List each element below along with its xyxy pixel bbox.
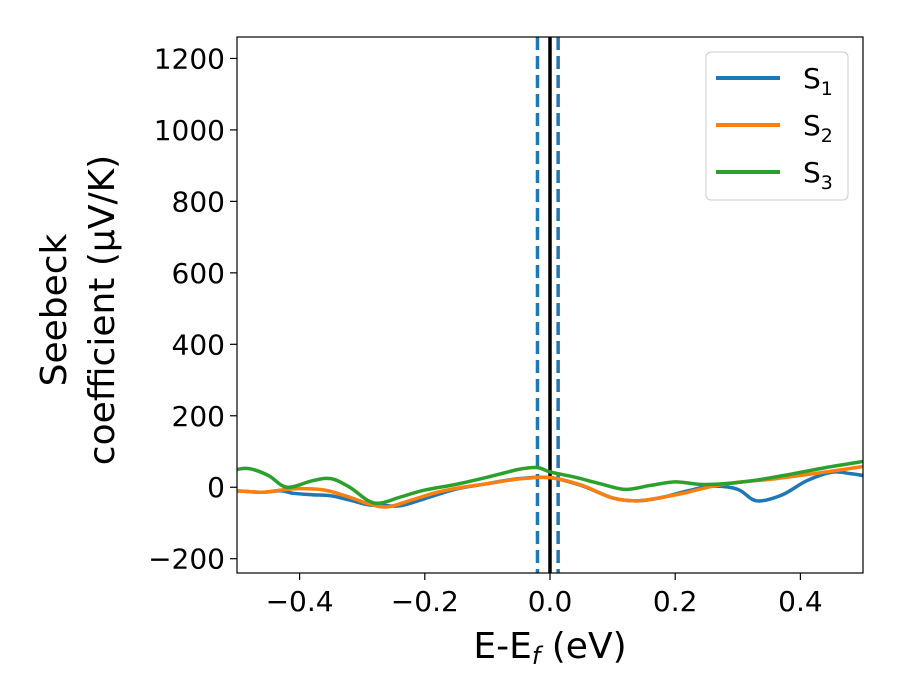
vertical-reference-lines: [535, 37, 560, 573]
y-tick-label: 0: [207, 471, 225, 504]
x-tick-label: 0.4: [778, 585, 823, 618]
y-tick-label: −200: [148, 543, 225, 576]
y-tick-label: 1200: [154, 42, 225, 75]
y-axis-label-line1: Seebeck: [34, 233, 75, 386]
y-tick-label: 400: [172, 328, 225, 361]
y-axis-label: Seebeck coefficient (μV/K): [34, 155, 123, 465]
legend: S1 S2 S3: [705, 51, 849, 201]
legend-label-s1: S1: [803, 62, 833, 100]
legend-label-s2: S2: [803, 109, 833, 147]
y-axis-ticks: −200 0 200 400 600 800 1000 1200: [148, 42, 237, 576]
x-tick-label: −0.4: [266, 585, 334, 618]
y-axis-label-line2: coefficient (μV/K): [82, 155, 123, 465]
x-tick-label: 0.2: [653, 585, 698, 618]
x-tick-label: 0.0: [528, 585, 573, 618]
x-axis-ticks: −0.4 −0.2 0.0 0.2 0.4: [266, 573, 823, 618]
y-tick-label: 600: [172, 257, 225, 290]
y-tick-label: 200: [172, 400, 225, 433]
x-tick-label: −0.2: [391, 585, 459, 618]
x-axis-label: E-Ef (eV): [473, 626, 626, 670]
y-tick-label: 800: [172, 185, 225, 218]
series-lines: [237, 459, 863, 509]
y-tick-label: 1000: [154, 114, 225, 147]
series-line-s3: [237, 459, 863, 505]
legend-items: S1 S2 S3: [716, 62, 833, 194]
legend-label-s3: S3: [803, 156, 833, 194]
